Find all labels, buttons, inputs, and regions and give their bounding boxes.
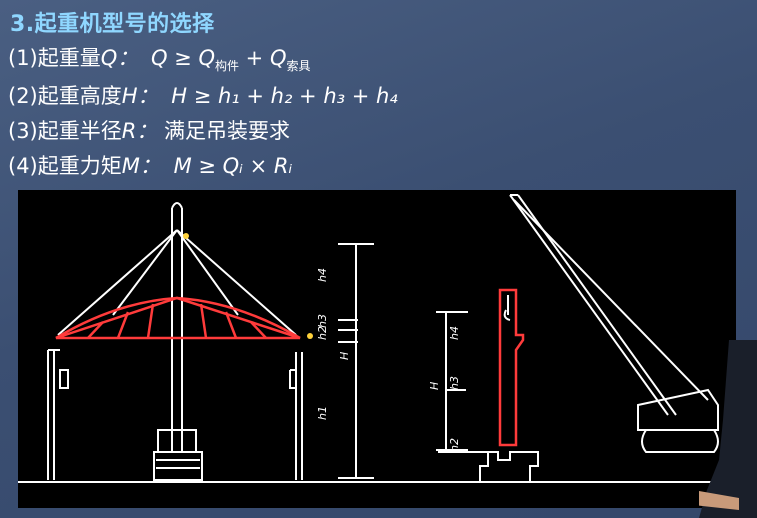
hook-marker <box>307 333 313 339</box>
hook <box>503 295 511 321</box>
crawler-track <box>641 429 719 453</box>
slide-title: 3.起重机型号的选择 <box>10 12 215 37</box>
crane-diagram-svg: h4 h3 h2 H h1 h4 H h3 h2 <box>18 194 736 483</box>
formula-lifting-moment: (4)起重力矩M： M ≥ Qᵢ × Rᵢ <box>8 150 292 180</box>
right-dimension-lines <box>436 311 468 451</box>
presenter-silhouette <box>699 340 757 518</box>
hook-marker <box>183 233 189 239</box>
label-left-h4: h4 <box>316 268 329 282</box>
formula-var: M： <box>121 154 161 178</box>
formula-var: Q： <box>100 46 139 70</box>
formula-var: H： <box>121 84 159 108</box>
crawler-body <box>637 388 719 431</box>
formula-expression: H ≥ h₁ + h₂ + h₃ + h₄ <box>171 84 398 108</box>
label-right-h3: h3 <box>448 376 461 390</box>
roof-truss <box>55 296 301 340</box>
formula-var: R： <box>121 119 158 143</box>
formula-label: (1)起重量 <box>8 46 101 70</box>
crawler-boom <box>509 194 677 416</box>
formula-label: (3)起重半径 <box>8 119 122 143</box>
mast <box>171 202 183 452</box>
left-dimension-lines <box>338 243 374 479</box>
formula-lifting-capacity: (1)起重量Q： Q ≥ Q构件 + Q索具 <box>8 42 311 74</box>
formula-lifting-radius: (3)起重半径R： 满足吊装要求 <box>8 115 290 145</box>
label-right-h4: h4 <box>448 326 461 340</box>
label-right-h2: h2 <box>448 438 461 452</box>
foundation <box>438 451 539 482</box>
label-left-H: H <box>338 352 351 360</box>
formula-expression: M ≥ Qᵢ × Rᵢ <box>173 154 293 178</box>
mast-base <box>153 429 203 481</box>
label-right-H: H <box>428 382 441 390</box>
crane-diagram: h4 h3 h2 H h1 h4 H h3 h2 <box>18 190 736 508</box>
right-column <box>289 352 303 480</box>
cables <box>57 229 297 336</box>
label-left-h1: h1 <box>316 406 329 420</box>
precast-column <box>498 288 525 447</box>
formula-expression: Q ≥ Q构件 + Q索具 <box>150 46 311 74</box>
left-column <box>47 349 69 480</box>
formula-label: (4)起重力矩 <box>8 154 122 178</box>
formula-expression: 满足吊装要求 <box>164 119 291 143</box>
label-left-h3: h3 <box>316 314 329 328</box>
crawler-cable <box>513 199 709 401</box>
label-left-h2: h2 <box>316 326 329 340</box>
formula-lifting-height: (2)起重高度H： H ≥ h₁ + h₂ + h₃ + h₄ <box>8 80 398 110</box>
formula-label: (2)起重高度 <box>8 84 122 108</box>
